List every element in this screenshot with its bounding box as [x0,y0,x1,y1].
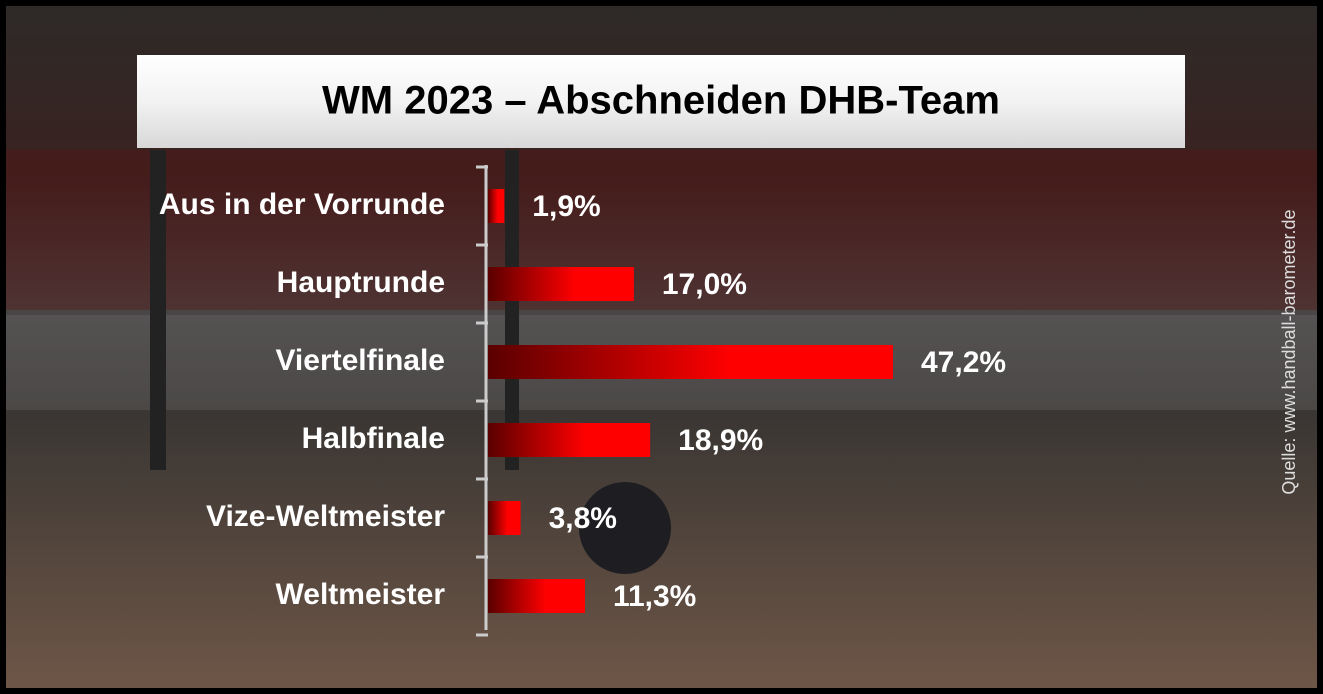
goal-post [505,150,519,470]
bar [488,501,521,535]
seats [6,150,1317,310]
ball [579,482,671,574]
bar [488,267,634,301]
source: Quelle: www.handball-barometer.de [1279,209,1299,494]
category-label: Weltmeister [275,578,445,611]
bar [488,579,585,613]
category-label: Vize-Weltmeister [206,500,445,533]
category-label: Halbfinale [302,422,445,455]
bar [488,423,651,457]
category-label: Hauptrunde [277,266,445,299]
bar [488,345,893,379]
value-label: 47,2% [921,346,1006,379]
value-label: 3,8% [549,502,617,535]
title-box [137,55,1185,148]
value-label: 18,9% [678,424,763,457]
value-label: 17,0% [662,268,747,301]
chart-title: WM 2023 – Abschneiden DHB-Team [322,79,1000,123]
bar [488,189,505,223]
category-label: Aus in der Vorrunde [159,188,445,221]
goal-post [150,150,166,470]
value-label: 1,9% [532,190,600,223]
category-label: Viertelfinale [275,344,445,377]
value-label: 11,3% [613,580,696,613]
